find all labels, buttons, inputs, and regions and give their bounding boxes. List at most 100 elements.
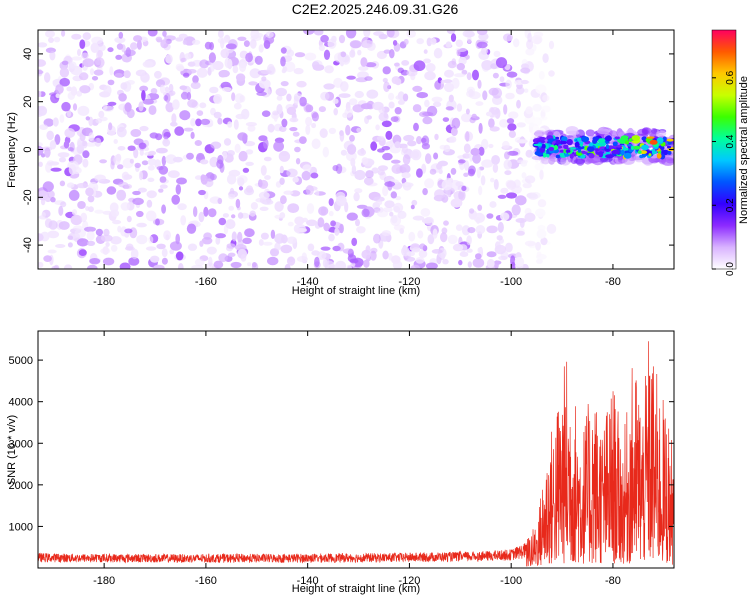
y-tick-label: 5000 [9,355,33,367]
heatmap-noise-cell [169,241,182,251]
heatmap-noise-cell [127,145,136,151]
heatmap-signal-cell [628,138,633,142]
heatmap-noise-cell [357,49,362,56]
heatmap-noise-cell [114,36,126,44]
snr-x-axis-label: Height of straight line (km) [292,583,420,595]
heatmap-noise-cell [262,241,273,246]
colorbar: 0.0 0.2 0.4 0.6 Normalized spectral amplitu… [711,29,750,276]
heatmap-noise-cell [516,122,526,128]
heatmap-signal-cell [594,148,600,152]
heatmap-noise-cell [66,86,73,92]
heatmap-noise-cell [204,41,212,50]
heatmap-signal-cell [614,136,620,140]
heatmap-signal-cell [656,137,664,144]
heatmap-noise-cell [47,249,57,254]
heatmap-noise-cell [381,120,392,128]
heatmap-noise-cell [235,73,246,82]
heatmap-noise-cell [472,153,481,164]
heatmap-noise-cell [203,206,209,217]
heatmap-noise-cell [320,246,331,251]
heatmap-noise-cell [67,242,73,248]
heatmap-noise-cell [236,175,248,184]
heatmap-noise-cell [286,106,297,115]
heatmap-noise-cell [38,145,44,156]
heatmap-noise-cell [163,95,169,101]
heatmap-noise-cell [76,182,89,189]
colorbar-gradient [711,29,737,270]
heatmap-noise-cell [401,60,410,66]
heatmap-noise-cell [281,68,287,74]
heatmap-noise-cell [96,44,106,52]
heatmap-noise-cell [490,107,500,115]
heatmap-noise-cell [109,66,114,76]
heatmap-noise-cell [94,174,106,182]
heatmap-noise-cell [486,225,498,234]
heatmap-noise-cell [273,141,284,152]
heatmap-noise-cell [425,153,432,165]
heatmap-noise-cell [345,124,351,136]
heatmap-noise-cell [424,99,430,108]
heatmap-noise-cell [39,124,48,130]
heatmap-noise-cell [526,39,534,50]
heatmap-noise-cell [172,99,180,110]
heatmap-noise-cell [153,264,165,269]
heatmap-noise-cell [142,98,154,105]
heatmap-noise-cell [71,33,82,40]
heatmap-noise-cell [183,72,190,78]
heatmap-noise-cell [376,200,383,206]
heatmap-noise-cell [410,264,421,269]
heatmap-noise-cell [217,30,224,38]
heatmap-noise-cell [307,243,315,252]
heatmap-noise-cell [150,255,160,263]
heatmap-noise-cell [233,102,242,110]
heatmap-noise-cell [344,107,354,118]
heatmap-signal-cell [554,144,558,150]
heatmap-noise-cell [44,218,53,228]
heatmap-noise-cell [363,259,370,268]
heatmap-noise-cell [335,163,343,174]
heatmap-noise-cell [496,235,503,241]
heatmap-noise-cell [472,258,485,268]
heatmap-noise-cell [540,237,548,246]
heatmap-noise-cell [417,230,424,239]
heatmap-signal-cell [581,136,590,143]
heatmap-noise-cell [292,176,299,183]
heatmap-noise-cell [399,164,411,174]
heatmap-noise-cell [182,39,187,45]
heatmap-noise-cell [279,165,284,174]
heatmap-noise-cell [254,55,263,65]
heatmap-noise-cell [346,212,358,221]
heatmap-noise-cell [209,86,219,94]
heatmap-noise-cell [490,63,498,70]
heatmap-noise-cell [476,41,488,49]
heatmap-noise-cell [515,218,527,223]
heatmap-noise-cell [402,154,411,165]
heatmap-noise-cell [133,148,139,159]
heatmap-noise-cell [186,223,197,234]
heatmap-noise-cell [63,140,70,149]
heatmap-noise-cell [515,195,527,206]
heatmap-noise-cell [382,152,393,161]
heatmap-noise-cell [369,250,377,261]
heatmap-noise-cell [489,126,500,132]
x-tick-label: -140 [297,575,319,587]
heatmap-noise-cell [385,130,393,140]
heatmap-noise-cell [52,117,59,127]
heatmap-noise-cell [138,142,147,150]
heatmap-noise-cell [276,95,283,101]
heatmap-noise-cell [311,138,321,150]
heatmap-noise-cell [390,191,397,199]
heatmap-noise-cell [161,248,168,258]
heatmap-noise-cell [260,69,272,75]
heatmap-noise-cell [394,62,400,67]
heatmap-noise-cell [357,148,367,156]
heatmap-noise-cell [477,247,483,254]
heatmap-noise-cell [187,99,198,108]
heatmap-noise-cell [283,190,294,195]
heatmap-noise-cell [245,185,254,193]
heatmap-noise-cell [126,80,135,85]
heatmap-noise-cell [508,130,516,138]
heatmap-noise-cell [280,81,289,87]
x-tick-label: -160 [195,276,217,288]
heatmap-noise-cell [180,91,189,100]
